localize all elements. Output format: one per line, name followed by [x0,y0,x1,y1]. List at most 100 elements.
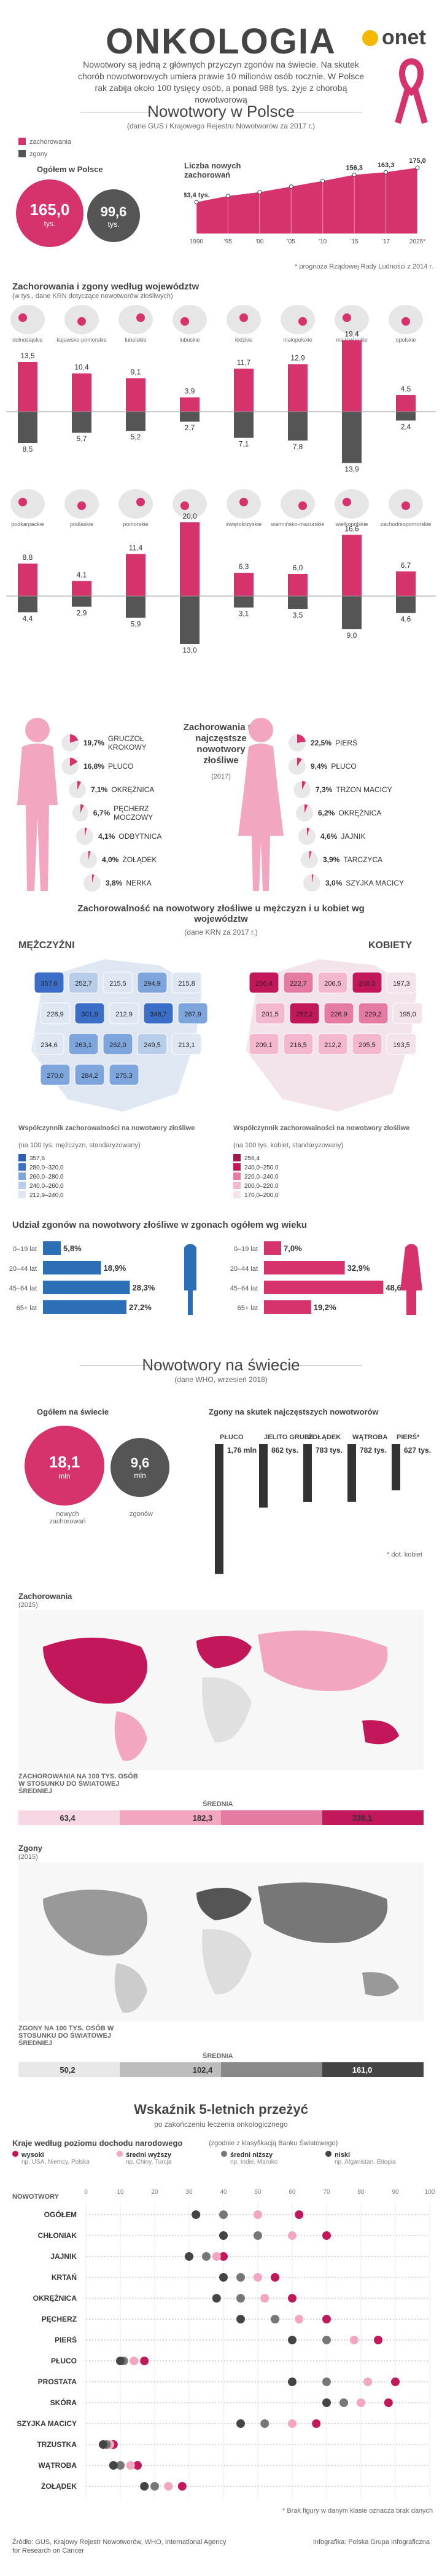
cancer-name: ODBYTNICA [118,832,162,841]
cancer-pct: 19,7% [83,739,104,747]
region-cases-bar [180,397,200,412]
voivodeship-value: 262,0 [109,1042,126,1049]
region-deaths-label: 4,4 [23,614,33,622]
region-deaths-bar [396,412,416,421]
region-cases-bar [180,522,200,596]
survival-dot [384,2398,393,2407]
scale-segment [120,1810,221,1825]
voivodeship-value: 201,5 [262,1011,279,1018]
poland-deaths-value: 99,6 [100,204,127,219]
survival-category: OGÓŁEM [44,2210,77,2219]
voivodeship-value: 226,9 [330,1011,347,1018]
voivodeship-value: 228,9 [47,1011,64,1018]
voivodeship-value: 229,2 [365,1011,382,1018]
logo-dot-icon [362,30,378,46]
cancer-pct: 3,0% [325,879,343,887]
income-group-name: średni niższy [230,2151,273,2159]
footer-sources: Źródło: GUS, Krajowy Rejestr Nowotworów,… [12,2539,227,2554]
region-name: wielkopolskie [335,521,368,527]
men-ranges: 357,6 280,0–320,0 260,0–280,0 240,0–260,0 21… [18,1154,64,1200]
cancer-list-item: 22,5% PIERŚ [289,731,436,755]
cancer-name: PŁUCO [331,762,357,771]
trend-tick-label: '10 [319,238,327,245]
age-row-label: 20–44 lat [9,1265,37,1273]
region-highlight [343,498,351,506]
region-deaths-bar [234,412,254,438]
region-deaths-label: 8,5 [23,445,33,454]
region-deaths-bar [180,596,200,644]
cancer-pie-icon [289,758,306,775]
region-map-icon [173,305,207,334]
cancer-pct: 3,9% [323,855,340,864]
cancer-pct: 4,6% [320,832,338,841]
scale-value: 102,4 [193,2065,213,2075]
income-group-name: niski [335,2151,351,2159]
voivodeship-value: 212,9 [115,1011,133,1018]
world-cancer-name: JELITO GRUBE [264,1434,314,1441]
voivodeship-value: 267,9 [184,1011,201,1018]
scale-segment [221,1810,322,1825]
survival-dot [150,2482,159,2491]
survival-subtitle: po zakończeniu leczenia onkologicznego [154,2120,288,2129]
income-group: niski np. Afganistan, Etiopia [325,2151,396,2166]
trend-data-label: 163,3 [378,162,395,169]
trend-data-label: 175,0 [409,157,426,165]
trend-footnote: * prognoza Rządowej Rady Ludności z 2014… [295,263,433,270]
onet-logo[interactable]: onet [362,26,426,50]
world-deaths-chart: PŁUCO 1,76 mln JELITO GRUBE 862 tys. ŻOŁĄDEK… [215,1433,431,1574]
page-title: ONKOLOGIA [106,22,336,61]
cancer-name: TRZON MACICY [336,785,392,794]
voivodeship-shape [249,1033,279,1055]
survival-dot [322,2231,331,2240]
cancer-pct: 6,7% [93,809,110,817]
cancer-name: TARCZYCA [343,855,383,864]
trend-tick-label: '95 [224,238,232,245]
income-title: Kraje według poziomu dochodu narodowego [12,2138,183,2148]
cancer-pct: 4,1% [98,832,115,841]
common-cancers-year: (2017) [211,773,231,780]
world-deaths-value: 9,6 [130,1455,150,1471]
gender-maps-subtitle: (dane KRN za 2017 r.) [184,928,258,937]
survival-dot [140,2357,149,2365]
scale-segment [221,2062,322,2077]
income-group-name: wysoki [21,2151,44,2159]
cancer-name: PIERŚ [335,739,358,747]
region-cases-label: 4,1 [77,570,87,579]
world-cases-unit: mln [58,1472,71,1480]
survival-dot [322,2398,331,2407]
survival-footnote: * Brak figury w danym klasie oznacza bra… [282,2507,433,2515]
cancer-name: OKRĘŻNICA [111,785,155,794]
cancer-pie-icon [80,851,97,868]
voivodeship-shape [317,972,348,994]
women-ranges: 256,4 240,0–250,0 220,0–240,0 200,0–220,0 17… [233,1154,279,1200]
survival-dot [116,2461,125,2470]
range-legend-item: 260,0–280,0 [18,1172,64,1182]
survival-category: SKÓRA [50,2398,77,2407]
voivodeship-shape [103,1033,133,1055]
age-deaths-title: Udział zgonów na nowotwory złośliwe w zg… [12,1220,308,1230]
survival-dot [212,2294,221,2303]
region-cases-label: 4,5 [401,385,411,393]
age-men-label: 27,2% [129,1303,152,1312]
region-deaths-bar [234,596,254,608]
poland-subtitle: (dane GUS i Krajowego Rejestru Nowotworó… [126,122,316,130]
region-deaths-bar [180,412,200,422]
region-cases-label: 13,5 [20,351,35,360]
legend-deaths: zgony [18,150,47,158]
survival-category: CHŁONIAK [38,2231,77,2240]
cases-map-label: ZACHOROWANIA NA 100 TYS. OSÓB W STOSUNKU… [18,1773,138,1795]
voivodeship-shape [392,1002,423,1024]
poland-cases-circle: 165,0 tys. [16,179,83,247]
voivodeship-value: 197,3 [393,980,410,988]
voivodeship-value: 275,3 [115,1072,133,1080]
range-swatch [233,1163,241,1171]
region-highlight [18,498,27,506]
cancer-name: PĘCHERZ MOCZOWY [114,804,153,822]
world-cases-circle: 18,1 mln [25,1426,104,1506]
region-name: świętokrzyskie [226,521,262,527]
poland-deaths-unit: tys. [107,220,120,229]
range-legend-item: 240,0–260,0 [18,1182,64,1191]
survival-dot [126,2461,135,2470]
age-men-bar [43,1281,130,1294]
legend-deaths-label: zgony [29,151,48,158]
